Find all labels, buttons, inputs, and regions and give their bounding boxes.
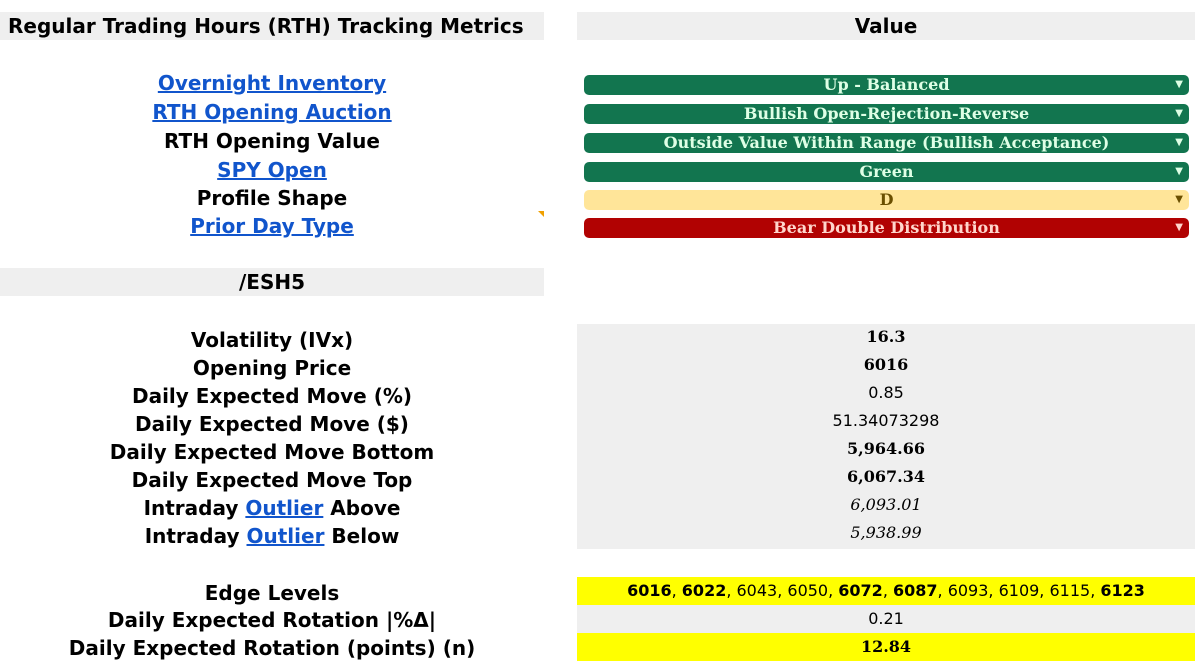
outlier-below-label: Intraday Outlier Below bbox=[0, 522, 544, 550]
rth-opening-value-label: RTH Opening Value bbox=[164, 129, 380, 153]
dropdown-value: Bullish Open-Rejection-Reverse bbox=[743, 104, 1030, 123]
symbol-header: /ESH5 bbox=[0, 268, 544, 296]
edge-levels-value[interactable]: 6016, 6022, 6043, 6050, 6072, 6087, 6093… bbox=[577, 577, 1195, 605]
outlier-below-post: Below bbox=[331, 524, 400, 548]
rotation-pct-value[interactable]: 0.21 bbox=[577, 605, 1195, 633]
edge-sep: , bbox=[777, 581, 788, 600]
caret-down-icon[interactable]: ▼ bbox=[1175, 137, 1183, 148]
caret-down-icon[interactable]: ▼ bbox=[1175, 222, 1183, 233]
edge-sep: , bbox=[988, 581, 999, 600]
caret-down-icon[interactable]: ▼ bbox=[1175, 166, 1183, 177]
caret-down-icon[interactable]: ▼ bbox=[1175, 108, 1183, 119]
edge-level: 6093 bbox=[947, 581, 989, 600]
edge-sep: , bbox=[726, 581, 737, 600]
dem-top-value[interactable]: 6,067.34 bbox=[847, 467, 925, 486]
spy-open-link[interactable]: SPY Open bbox=[217, 158, 327, 182]
caret-down-icon[interactable]: ▼ bbox=[1175, 79, 1183, 90]
metrics-header: Regular Trading Hours (RTH) Tracking Met… bbox=[0, 12, 544, 40]
overnight-inventory-dropdown[interactable]: Up - Balanced ▼ bbox=[584, 75, 1189, 95]
overnight-inventory-label[interactable]: Overnight Inventory bbox=[0, 69, 544, 97]
rotation-pts-value[interactable]: 12.84 bbox=[577, 633, 1195, 661]
dem-top-label: Daily Expected Move Top bbox=[131, 468, 413, 492]
edge-level: 6016 bbox=[627, 581, 672, 600]
edge-level: 6050 bbox=[787, 581, 829, 600]
dem-usd-label: Daily Expected Move ($) bbox=[135, 412, 409, 436]
edge-levels-label: Edge Levels bbox=[204, 581, 340, 605]
outlier-link[interactable]: Outlier bbox=[245, 496, 324, 520]
rotation-pts-label: Daily Expected Rotation (points) (n) bbox=[68, 636, 476, 660]
edge-sep: , bbox=[828, 581, 839, 600]
prior-day-type-link[interactable]: Prior Day Type bbox=[190, 214, 354, 238]
edge-sep: , bbox=[1039, 581, 1050, 600]
opening-price-value[interactable]: 6016 bbox=[863, 355, 909, 374]
spy-open-label[interactable]: SPY Open bbox=[0, 156, 544, 184]
edge-level: 6115 bbox=[1049, 581, 1091, 600]
edge-sep: , bbox=[671, 581, 682, 600]
rth-opening-auction-dropdown[interactable]: Bullish Open-Rejection-Reverse ▼ bbox=[584, 104, 1189, 124]
opening-price-label: Opening Price bbox=[192, 356, 352, 380]
dem-pct-value[interactable]: 0.85 bbox=[868, 383, 904, 402]
dem-bottom-value[interactable]: 5,964.66 bbox=[847, 439, 925, 458]
rth-opening-auction-label[interactable]: RTH Opening Auction bbox=[0, 98, 544, 126]
edge-level: 6072 bbox=[838, 581, 883, 600]
edge-level: 6043 bbox=[736, 581, 778, 600]
profile-shape-dropdown[interactable]: D ▼ bbox=[584, 190, 1189, 210]
volatility-label: Volatility (IVx) bbox=[190, 328, 354, 352]
dropdown-value: Outside Value Within Range (Bullish Acce… bbox=[663, 133, 1110, 152]
caret-down-icon[interactable]: ▼ bbox=[1175, 194, 1183, 205]
edge-level: 6123 bbox=[1100, 581, 1145, 600]
outlier-link[interactable]: Outlier bbox=[246, 524, 325, 548]
volatility-value[interactable]: 16.3 bbox=[866, 327, 906, 346]
comment-triangle-icon bbox=[538, 211, 544, 217]
outlier-below-value[interactable]: 5,938.99 bbox=[850, 523, 922, 542]
prior-day-type-dropdown[interactable]: Bear Double Distribution ▼ bbox=[584, 218, 1189, 238]
overnight-inventory-link[interactable]: Overnight Inventory bbox=[157, 71, 387, 95]
edge-sep: , bbox=[937, 581, 948, 600]
outlier-below-pre: Intraday bbox=[144, 524, 240, 548]
outlier-above-label: Intraday Outlier Above bbox=[0, 494, 544, 522]
dropdown-value: D bbox=[879, 190, 894, 209]
outlier-above-value[interactable]: 6,093.01 bbox=[850, 495, 922, 514]
dropdown-value: Green bbox=[859, 162, 914, 181]
rotation-pct-label: Daily Expected Rotation |%Δ| bbox=[107, 608, 437, 632]
edge-sep: , bbox=[882, 581, 893, 600]
edge-sep: , bbox=[1090, 581, 1101, 600]
edge-level: 6087 bbox=[892, 581, 938, 600]
outlier-above-pre: Intraday bbox=[143, 496, 239, 520]
dem-bottom-label: Daily Expected Move Bottom bbox=[109, 440, 435, 464]
dropdown-value: Up - Balanced bbox=[823, 75, 950, 94]
value-header: Value bbox=[577, 12, 1195, 40]
prior-day-type-label[interactable]: Prior Day Type bbox=[0, 212, 544, 240]
profile-shape-label: Profile Shape bbox=[196, 186, 348, 210]
spy-open-dropdown[interactable]: Green ▼ bbox=[584, 162, 1189, 182]
edge-level: 6022 bbox=[681, 581, 727, 600]
rth-opening-value-dropdown[interactable]: Outside Value Within Range (Bullish Acce… bbox=[584, 133, 1189, 153]
dem-pct-label: Daily Expected Move (%) bbox=[131, 384, 413, 408]
edge-level: 6109 bbox=[998, 581, 1040, 600]
outlier-above-post: Above bbox=[330, 496, 401, 520]
dropdown-value: Bear Double Distribution bbox=[773, 218, 1000, 237]
dem-usd-value[interactable]: 51.34073298 bbox=[832, 411, 940, 430]
metrics-values-background bbox=[577, 324, 1195, 549]
rth-opening-auction-link[interactable]: RTH Opening Auction bbox=[152, 100, 392, 124]
